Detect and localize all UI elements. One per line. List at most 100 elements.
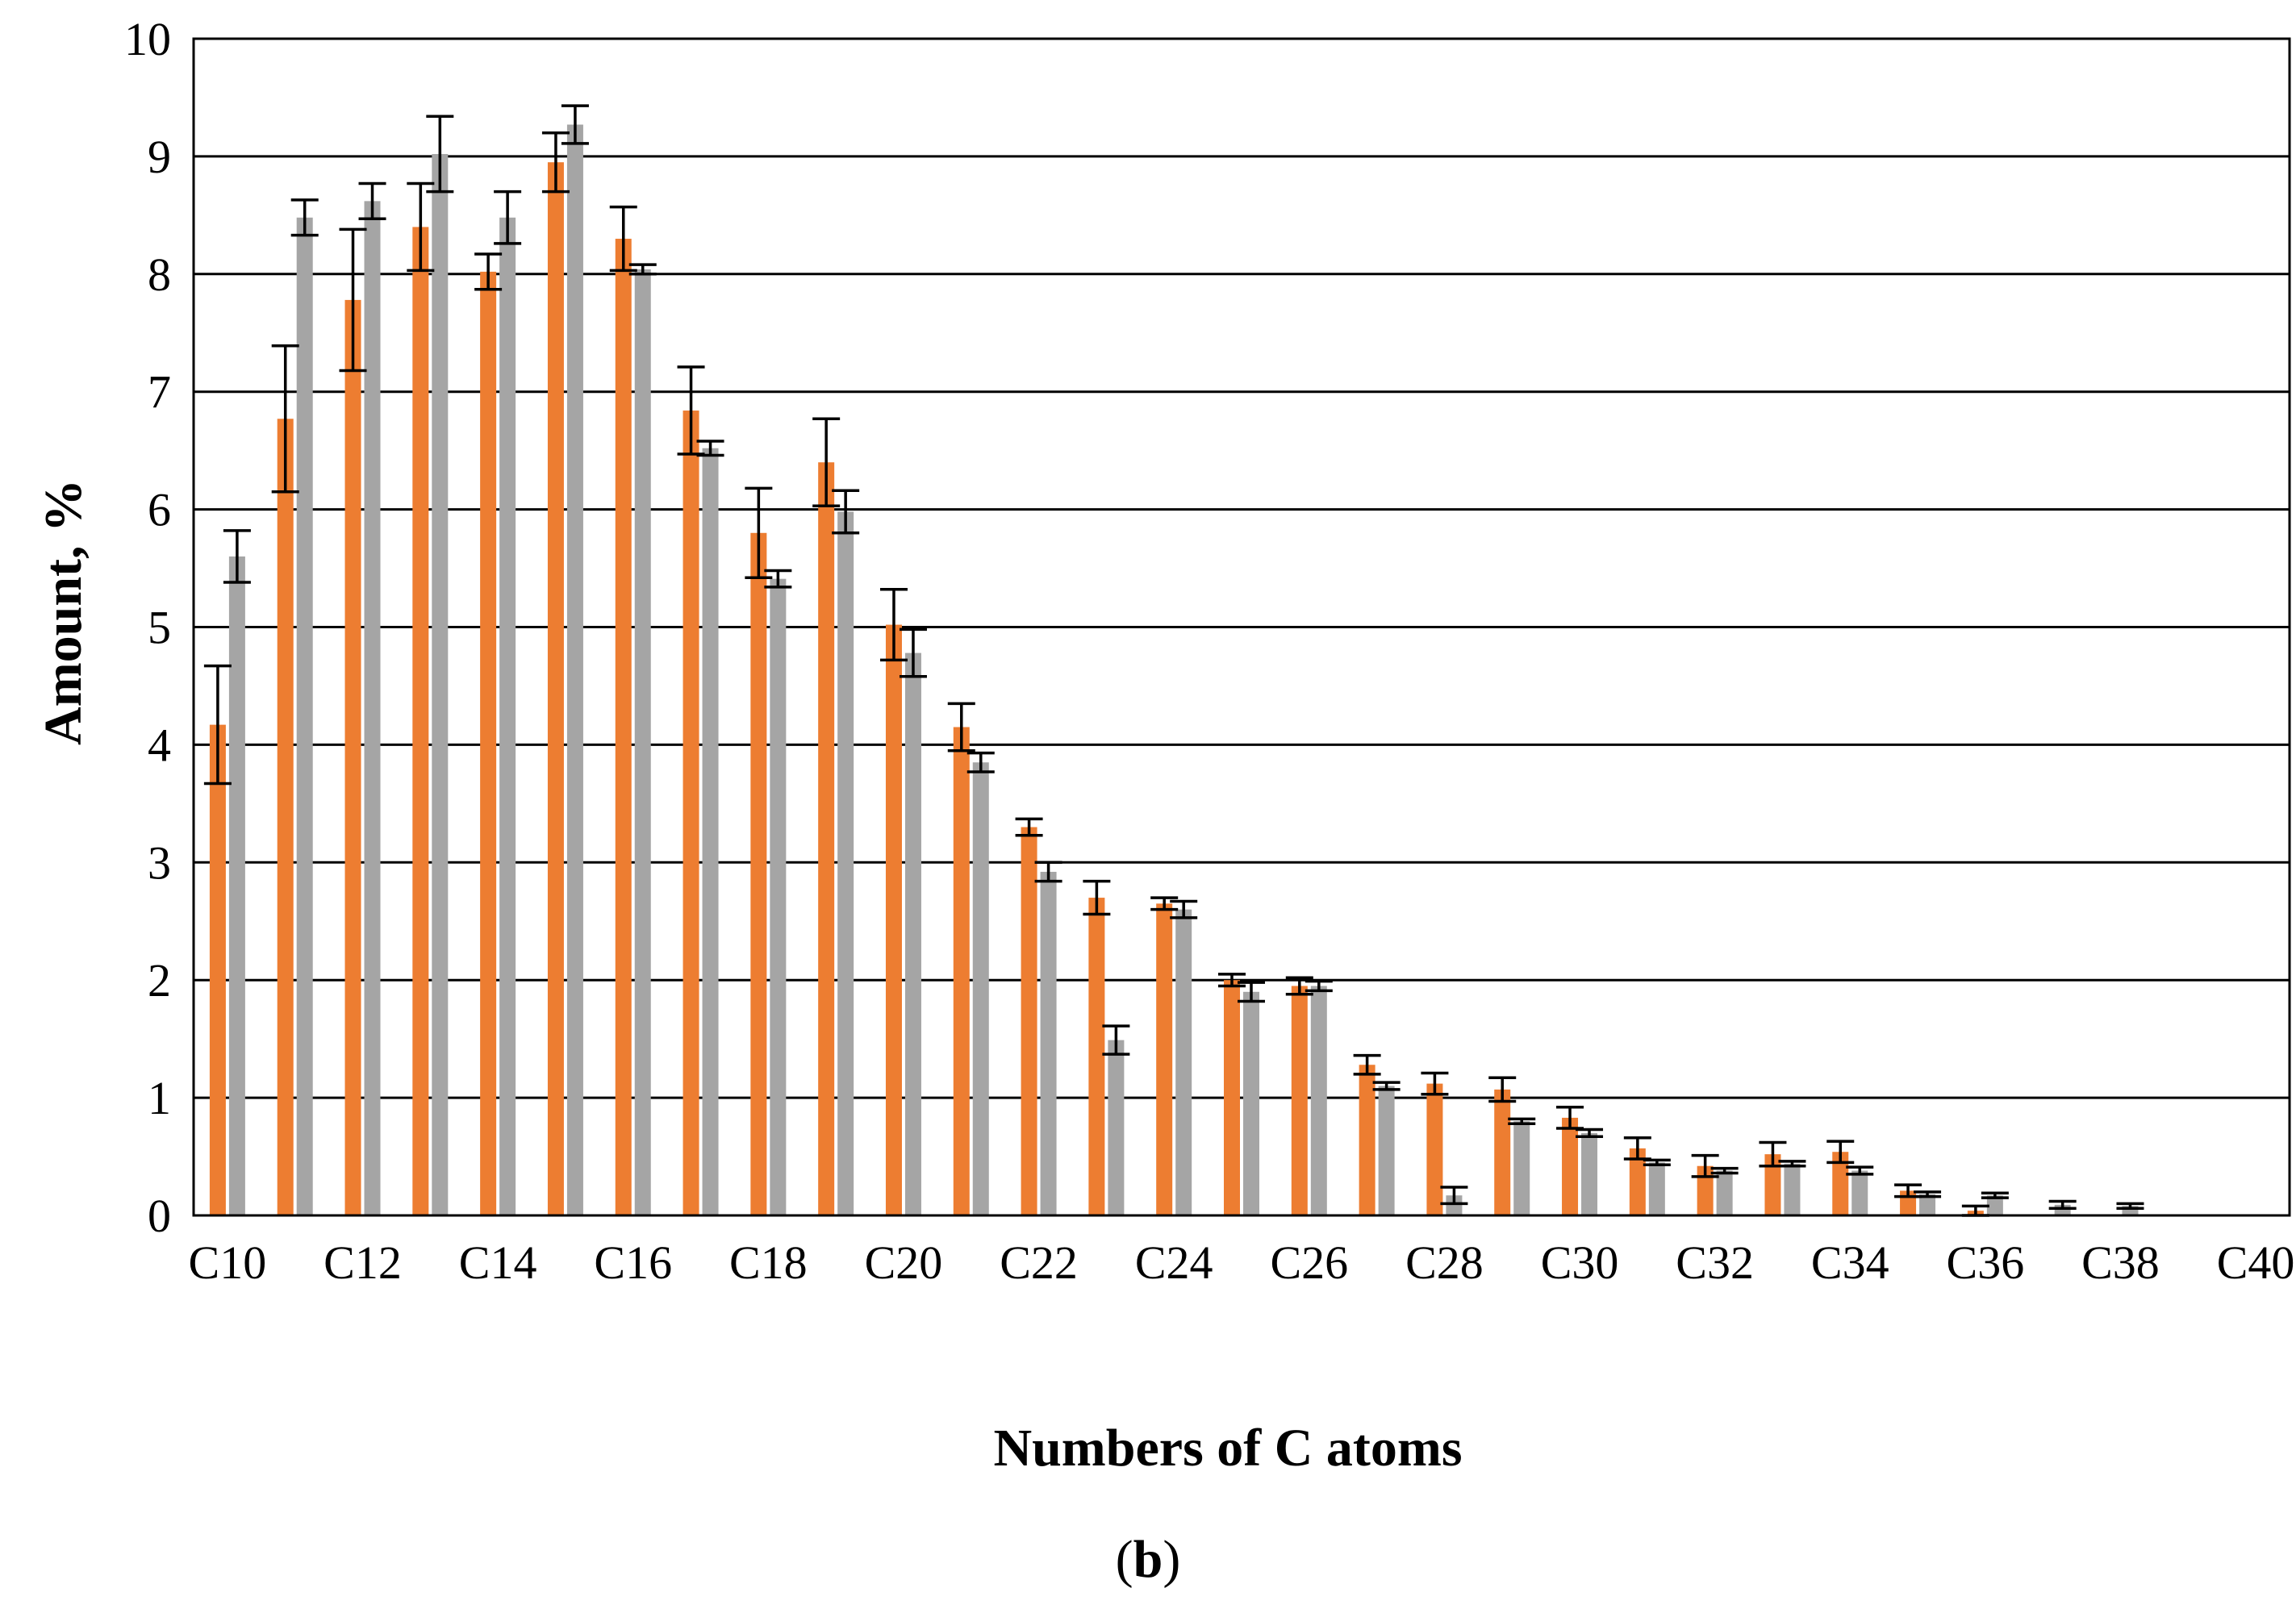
error-bar-s2-c36 bbox=[1981, 1191, 2009, 1199]
bar-s2-c23 bbox=[1108, 1040, 1125, 1215]
error-bar-s1-c15 bbox=[541, 131, 570, 194]
bar-s2-c12 bbox=[364, 201, 381, 1215]
bar-s2-c25 bbox=[1243, 991, 1259, 1215]
bar-s1-c20 bbox=[885, 624, 902, 1215]
x-tick-label: C30 bbox=[1541, 1236, 1619, 1289]
error-bar-s2-c21 bbox=[966, 751, 995, 773]
y-tick-label: 9 bbox=[148, 131, 171, 183]
bar-s2-c16 bbox=[634, 269, 651, 1215]
bar-s1-c26 bbox=[1291, 986, 1308, 1215]
bar-s2-c32 bbox=[1716, 1170, 1733, 1215]
error-bar-s2-c14 bbox=[494, 190, 522, 245]
x-tick-label: C38 bbox=[2081, 1236, 2160, 1289]
error-bar-s1-c28 bbox=[1421, 1071, 1449, 1096]
error-bar-s2-c35 bbox=[1914, 1190, 1942, 1198]
bar-s2-c26 bbox=[1310, 986, 1327, 1215]
bar-s2-c10 bbox=[228, 556, 245, 1215]
y-tick-label: 5 bbox=[148, 602, 171, 654]
bar-s1-c27 bbox=[1359, 1065, 1376, 1215]
error-bar-s1-c29 bbox=[1488, 1076, 1517, 1103]
error-bar-s2-c26 bbox=[1305, 979, 1333, 993]
error-bar-s2-c23 bbox=[1102, 1024, 1130, 1056]
bar-s1-c22 bbox=[1021, 827, 1037, 1215]
error-bar-s2-c33 bbox=[1778, 1160, 1806, 1168]
panel-label-close: ) bbox=[1163, 1530, 1180, 1589]
error-bar-s2-c22 bbox=[1034, 861, 1062, 883]
x-tick-label: C36 bbox=[1947, 1236, 2025, 1289]
bars bbox=[209, 124, 2139, 1216]
error-bar-s1-c13 bbox=[407, 181, 435, 273]
bar-s1-c21 bbox=[953, 727, 970, 1215]
bar-s1-c24 bbox=[1156, 903, 1173, 1215]
bar-s2-c27 bbox=[1378, 1086, 1395, 1215]
bar-s1-c11 bbox=[277, 419, 294, 1215]
y-tick-label: 0 bbox=[148, 1190, 171, 1242]
error-bar-s1-c27 bbox=[1353, 1053, 1381, 1076]
error-bars bbox=[203, 104, 2144, 1217]
bar-s2-c33 bbox=[1784, 1163, 1801, 1215]
error-bar-s1-c19 bbox=[812, 417, 841, 507]
bar-s2-c35 bbox=[1919, 1194, 1936, 1215]
plot-frame bbox=[192, 37, 2291, 1217]
bar-s1-c14 bbox=[480, 271, 497, 1216]
bar-s1-c19 bbox=[818, 462, 835, 1215]
error-bar-s1-c32 bbox=[1691, 1153, 1719, 1178]
y-tick-label: 3 bbox=[148, 836, 171, 889]
bar-s1-c16 bbox=[615, 239, 632, 1215]
error-bar-s1-c10 bbox=[203, 664, 232, 786]
error-bar-s1-c36 bbox=[1961, 1204, 1989, 1217]
y-tick-label: 1 bbox=[148, 1072, 171, 1124]
bar-s1-c13 bbox=[412, 227, 429, 1216]
bar-s2-c28 bbox=[1446, 1195, 1463, 1215]
bar-s1-c10 bbox=[209, 724, 226, 1215]
bar-s2-c18 bbox=[770, 578, 787, 1215]
x-tick-label: C14 bbox=[459, 1236, 537, 1289]
bar-s1-c18 bbox=[750, 532, 767, 1215]
x-tick-label: C22 bbox=[1000, 1236, 1078, 1289]
error-bar-s2-c30 bbox=[1576, 1128, 1604, 1138]
error-bar-s2-c20 bbox=[899, 627, 927, 678]
error-bar-s2-c10 bbox=[223, 529, 251, 584]
bar-s2-c14 bbox=[499, 217, 516, 1215]
bar-s1-c32 bbox=[1697, 1165, 1714, 1215]
error-bar-s1-c20 bbox=[879, 588, 908, 662]
bar-s1-c31 bbox=[1629, 1148, 1646, 1215]
x-tick-label: C18 bbox=[729, 1236, 808, 1289]
bar-s2-c34 bbox=[1851, 1170, 1868, 1215]
error-bar-s2-c28 bbox=[1440, 1186, 1468, 1206]
x-tick-label: C24 bbox=[1135, 1236, 1213, 1289]
y-tick-labels: 0 1 2 3 4 5 6 7 8 9 10 bbox=[124, 13, 171, 1242]
bar-s2-c24 bbox=[1175, 909, 1192, 1215]
error-bar-s2-c25 bbox=[1238, 981, 1265, 1003]
error-bar-s1-c11 bbox=[271, 344, 299, 494]
error-bar-s2-c29 bbox=[1508, 1117, 1536, 1125]
x-tick-labels: C10 C12 C14 C16 C18 C20 C22 C24 C26 C28 C30 C32 C34 C… bbox=[189, 1236, 2295, 1289]
x-tick-label: C20 bbox=[865, 1236, 943, 1289]
bar-s2-c21 bbox=[972, 762, 989, 1215]
error-bar-s2-c13 bbox=[426, 115, 454, 194]
bar-s1-c34 bbox=[1832, 1152, 1849, 1215]
bar-s2-c36 bbox=[1986, 1195, 2003, 1215]
error-bar-s2-c31 bbox=[1643, 1158, 1671, 1167]
error-bar-s2-c37 bbox=[2048, 1199, 2077, 1210]
bar-s2-c29 bbox=[1513, 1121, 1530, 1215]
x-tick-label: C34 bbox=[1811, 1236, 1889, 1289]
bar-s1-c17 bbox=[683, 411, 699, 1215]
error-bar-s2-c15 bbox=[561, 104, 589, 145]
y-tick-label: 8 bbox=[148, 248, 171, 301]
bar-s1-c12 bbox=[344, 299, 361, 1216]
bar-s2-c17 bbox=[702, 448, 719, 1215]
bar-s1-c15 bbox=[547, 162, 564, 1215]
error-bar-s2-c19 bbox=[832, 489, 860, 535]
bar-s2-c38 bbox=[2122, 1206, 2139, 1215]
error-bar-s2-c32 bbox=[1710, 1166, 1739, 1175]
error-bar-s2-c11 bbox=[290, 198, 319, 237]
error-bar-s1-c16 bbox=[609, 205, 637, 273]
error-bar-s1-c23 bbox=[1083, 879, 1111, 916]
error-bar-s2-c24 bbox=[1170, 899, 1198, 919]
error-bar-s1-c34 bbox=[1826, 1140, 1855, 1165]
bar-s2-c11 bbox=[296, 217, 313, 1215]
bar-s2-c15 bbox=[566, 124, 583, 1216]
bar-s1-c25 bbox=[1224, 980, 1240, 1215]
